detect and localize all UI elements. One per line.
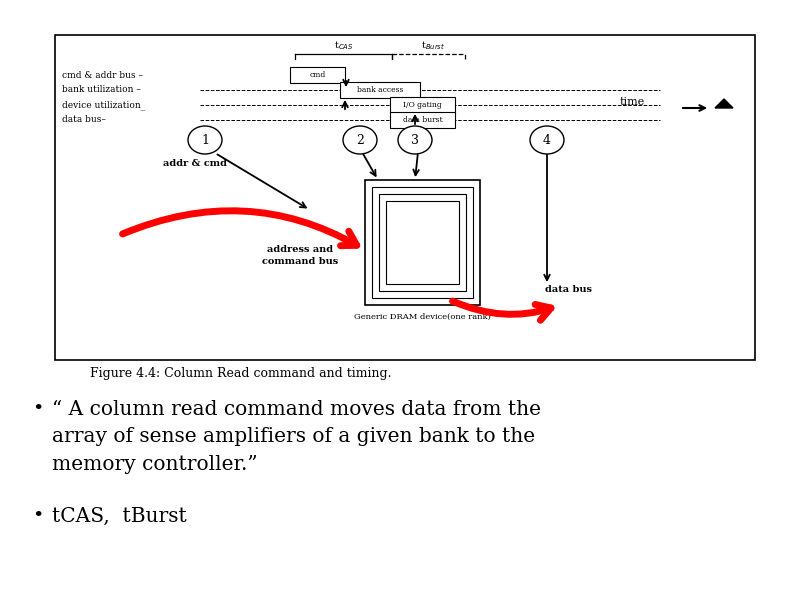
Text: data bus–: data bus– <box>62 115 106 124</box>
Text: address and: address and <box>267 246 333 255</box>
Text: command bus: command bus <box>262 258 338 267</box>
Bar <box>379 194 466 291</box>
Text: 1: 1 <box>201 133 209 146</box>
Text: bank utilization –: bank utilization – <box>62 86 141 95</box>
Text: “ A column read command moves data from the
array of sense amplifiers of a given: “ A column read command moves data from … <box>52 400 541 474</box>
Ellipse shape <box>343 126 377 154</box>
Text: tCAS,  tBurst: tCAS, tBurst <box>52 507 187 526</box>
Text: Figure 4.4: Column Read command and timing.: Figure 4.4: Column Read command and timi… <box>90 367 391 380</box>
Text: •: • <box>32 507 44 525</box>
Text: addr & cmd: addr & cmd <box>163 158 227 168</box>
Text: data burst: data burst <box>403 116 442 124</box>
FancyArrowPatch shape <box>453 301 551 320</box>
Text: bank access: bank access <box>357 86 403 94</box>
FancyArrowPatch shape <box>122 211 357 246</box>
Text: •: • <box>32 400 44 418</box>
Text: Generic DRAM device(one rank): Generic DRAM device(one rank) <box>354 313 491 321</box>
Bar <box>390 97 455 113</box>
Ellipse shape <box>530 126 564 154</box>
Bar <box>340 82 420 98</box>
Ellipse shape <box>398 126 432 154</box>
Text: 4: 4 <box>543 133 551 146</box>
Text: cmd & addr bus –: cmd & addr bus – <box>62 70 143 80</box>
Text: time: time <box>620 97 646 107</box>
Bar <box>390 112 455 128</box>
Text: cmd: cmd <box>310 71 326 79</box>
Bar <box>372 187 473 298</box>
Bar <box>55 35 755 360</box>
Text: t$_{CAS}$: t$_{CAS}$ <box>333 40 353 52</box>
Text: t$_{Burst}$: t$_{Burst}$ <box>422 40 445 52</box>
Text: I/O gating: I/O gating <box>403 101 442 109</box>
Polygon shape <box>715 99 733 108</box>
Text: data bus: data bus <box>545 286 592 295</box>
Bar <box>386 201 459 284</box>
Bar <box>365 180 480 305</box>
Text: device utilization_: device utilization_ <box>62 100 145 110</box>
Text: 3: 3 <box>411 133 419 146</box>
Ellipse shape <box>188 126 222 154</box>
Bar <box>290 67 345 83</box>
Text: 2: 2 <box>356 133 364 146</box>
